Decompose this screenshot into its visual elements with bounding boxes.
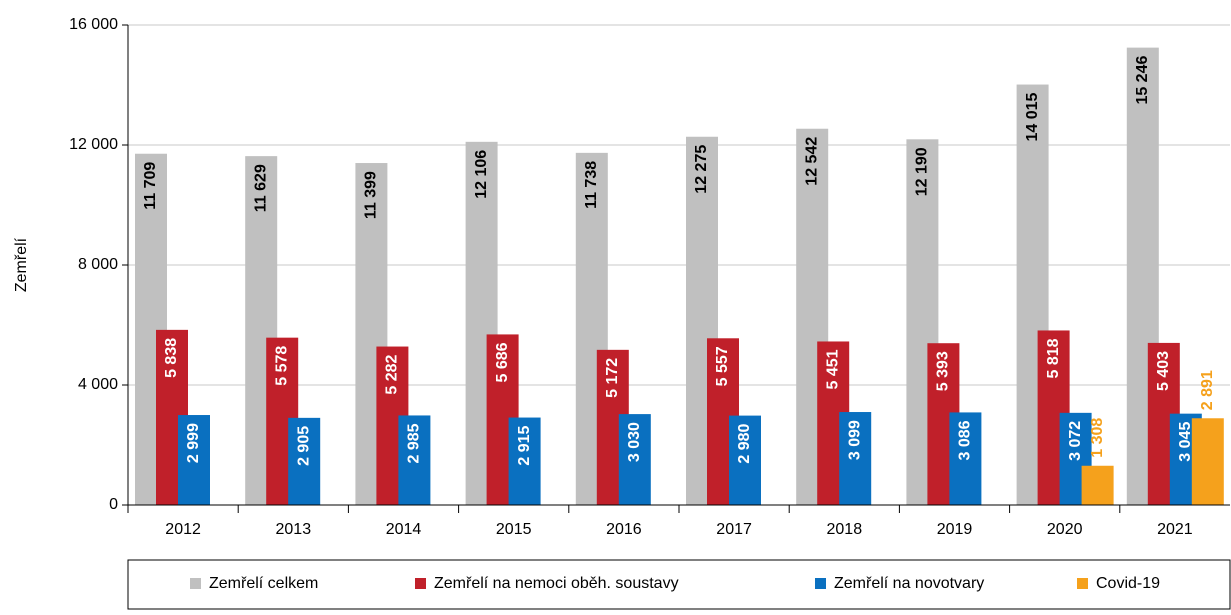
value-label: 2 999 <box>185 423 202 463</box>
value-label: 11 399 <box>363 171 380 219</box>
value-label: 5 393 <box>935 351 952 391</box>
value-label: 3 099 <box>846 420 863 460</box>
legend-swatch <box>415 578 426 589</box>
value-label: 12 190 <box>914 147 931 196</box>
bar <box>1081 465 1114 505</box>
legend-label: Zemřelí celkem <box>209 575 318 592</box>
x-tick-label: 2015 <box>496 521 532 538</box>
bar <box>618 414 651 505</box>
value-label: 2 891 <box>1199 370 1216 410</box>
bar <box>398 415 431 505</box>
x-tick-label: 2014 <box>386 521 422 538</box>
bar <box>1191 418 1224 505</box>
value-label: 12 275 <box>693 145 710 194</box>
legend-label: Covid-19 <box>1096 575 1160 592</box>
legend-label: Zemřelí na nemoci oběh. soustavy <box>434 575 679 592</box>
value-label: 12 542 <box>803 137 820 186</box>
value-label: 3 045 <box>1177 422 1194 462</box>
value-label: 5 451 <box>824 349 841 389</box>
bar <box>178 415 210 505</box>
bar <box>729 415 761 505</box>
legend-box <box>127 559 1231 610</box>
value-label: 3 072 <box>1067 421 1084 461</box>
value-label: 5 282 <box>384 354 401 394</box>
x-tick-label: 2013 <box>276 521 312 538</box>
value-label: 1 308 <box>1089 418 1106 458</box>
x-tick-label: 2016 <box>606 521 642 538</box>
bar <box>288 417 321 505</box>
value-label: 11 738 <box>583 161 600 209</box>
x-tick-label: 2017 <box>716 521 752 538</box>
value-label: 5 578 <box>273 346 290 386</box>
value-label: 11 629 <box>252 164 269 212</box>
bar <box>508 417 541 505</box>
value-label: 3 086 <box>957 420 974 460</box>
bar <box>949 412 982 505</box>
value-label: 14 015 <box>1024 92 1041 141</box>
value-label: 11 709 <box>142 162 159 210</box>
y-tick-label: 8 000 <box>78 256 118 273</box>
value-label: 15 246 <box>1134 56 1151 105</box>
y-tick-label: 12 000 <box>69 136 118 153</box>
value-label: 2 905 <box>295 426 312 466</box>
x-tick-label: 2020 <box>1047 521 1083 538</box>
legend-swatch <box>1077 578 1088 589</box>
legend-swatch <box>190 578 201 589</box>
value-label: 2 980 <box>736 424 753 464</box>
value-label: 5 557 <box>714 346 731 386</box>
y-axis-label: Zemřelí <box>13 237 30 292</box>
legend-swatch <box>815 578 826 589</box>
y-tick-label: 16 000 <box>69 16 118 33</box>
legend-label: Zemřelí na novotvary <box>834 575 984 592</box>
value-label: 3 030 <box>626 422 643 462</box>
value-label: 2 915 <box>516 425 533 465</box>
x-tick-label: 2021 <box>1157 521 1193 538</box>
bar <box>839 412 872 505</box>
x-tick-label: 2019 <box>937 521 973 538</box>
value-label: 5 818 <box>1045 338 1062 378</box>
value-label: 12 106 <box>473 150 490 199</box>
value-label: 5 403 <box>1155 351 1172 391</box>
y-tick-label: 0 <box>109 496 118 513</box>
value-label: 5 838 <box>163 338 180 378</box>
value-label: 5 686 <box>494 342 511 382</box>
x-tick-label: 2012 <box>165 521 201 538</box>
value-label: 2 985 <box>406 423 423 463</box>
value-label: 5 172 <box>604 358 621 398</box>
y-tick-label: 4 000 <box>78 376 118 393</box>
x-tick-label: 2018 <box>827 521 863 538</box>
